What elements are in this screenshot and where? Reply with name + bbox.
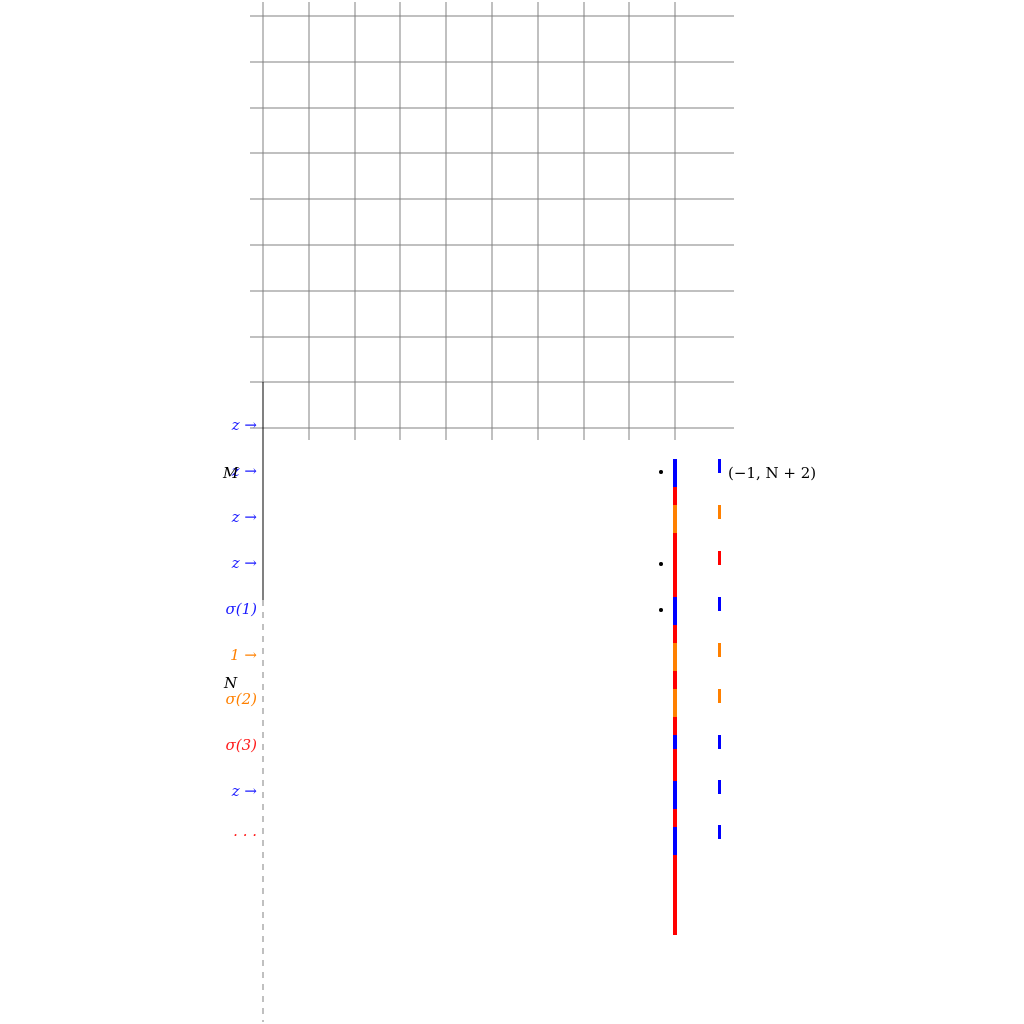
right-tick [718,597,721,611]
right-tick [718,825,721,839]
dot [659,608,663,612]
column-segment [673,505,677,533]
dot [659,470,663,474]
row-label: 1 → [230,646,257,664]
column-segment [673,749,677,781]
right-tick [718,551,721,565]
point-label: (−1, N + 2) [728,464,816,482]
row-label: · · · [233,826,257,844]
right-ticks [718,459,721,839]
right-tick [718,735,721,749]
row-label: z → [231,782,258,800]
row-label: z → [231,554,258,572]
row-label: σ(3) [226,736,258,754]
right-tick [718,459,721,473]
column-segment [673,625,677,643]
row-label: z → [231,416,258,434]
column-segment [673,827,677,855]
column-segment [673,717,677,735]
column-segment [673,487,677,505]
axis-label-m: M [222,464,239,482]
column-segment [673,671,677,689]
column-segment [673,459,677,487]
main-column [673,459,677,935]
column-segment [673,597,677,625]
column-segment [673,781,677,809]
right-tick [718,780,721,794]
column-segment [673,735,677,749]
row-label: z → [231,508,258,526]
row-label: σ(1) [226,600,258,618]
column-segment [673,643,677,671]
row-label: z → [231,462,258,480]
right-tick [718,643,721,657]
row-label: σ(2) [226,690,258,708]
column-segment [673,809,677,827]
column-segment [673,855,677,885]
dots [659,470,663,612]
dot [659,562,663,566]
column-segment [673,551,677,597]
column-segment [673,533,677,551]
axis-label-n: N [223,674,238,692]
right-tick [718,689,721,703]
grid [250,2,734,440]
row-labels: z → z → z → z → σ(1) 1 → σ(2) σ(3) z → · · · [226,416,258,844]
column-segment [673,689,677,717]
column-segment [673,885,677,935]
right-tick [718,505,721,519]
